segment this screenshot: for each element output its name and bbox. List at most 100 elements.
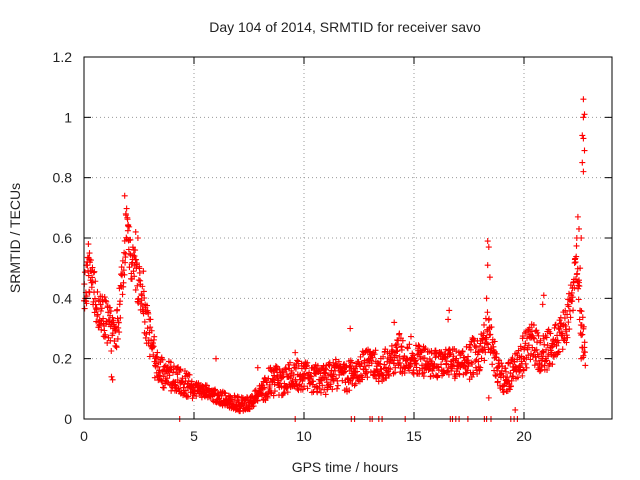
data-point: [316, 385, 323, 392]
data-point: [286, 359, 293, 366]
data-point: [153, 360, 160, 367]
data-point: [363, 370, 370, 377]
data-point: [254, 397, 261, 404]
data-point: [483, 334, 490, 341]
data-point: [113, 344, 120, 351]
data-point: [121, 271, 128, 278]
data-point: [335, 358, 342, 365]
data-point: [576, 225, 582, 232]
data-point: [398, 346, 405, 353]
data-point: [432, 347, 439, 354]
data-point: [555, 348, 562, 355]
data-point: [435, 364, 442, 371]
data-point: [500, 372, 507, 379]
data-point: [445, 364, 452, 371]
data-point: [140, 268, 147, 275]
data-point: [81, 269, 88, 276]
data-point: [579, 331, 586, 338]
data-point: [524, 346, 531, 353]
data-point: [565, 319, 572, 326]
data-point: [475, 358, 482, 365]
data-point: [580, 96, 587, 103]
data-point: [124, 216, 131, 223]
data-point: [145, 310, 152, 317]
data-point: [484, 262, 491, 269]
data-point: [530, 322, 537, 329]
data-point: [108, 347, 115, 354]
data-point: [525, 342, 532, 349]
data-point: [294, 357, 301, 364]
x-tick-label: 0: [80, 428, 88, 444]
data-point: [167, 359, 174, 366]
data-point: [533, 357, 540, 364]
data-point: [174, 376, 181, 383]
data-point: [120, 279, 127, 286]
data-point: [292, 349, 299, 356]
data-point: [508, 377, 515, 384]
data-point: [135, 277, 142, 284]
x-tick-label: 5: [190, 428, 198, 444]
data-point: [566, 307, 573, 314]
data-point: [498, 360, 505, 367]
data-point: [91, 268, 98, 275]
data-point: [89, 274, 96, 281]
data-point: [406, 341, 413, 348]
data-point: [349, 359, 356, 366]
y-tick-label: 0.6: [53, 230, 73, 246]
data-point: [481, 357, 488, 364]
data-point: [394, 347, 401, 354]
data-point: [153, 353, 160, 360]
data-point: [387, 366, 394, 373]
data-point: [568, 289, 575, 296]
data-point: [452, 373, 459, 380]
x-tick-label: 10: [296, 428, 312, 444]
data-point: [290, 372, 297, 379]
data-point: [125, 246, 132, 253]
data-point: [369, 354, 376, 361]
data-point: [86, 250, 93, 257]
data-point: [132, 228, 139, 235]
data-point: [103, 298, 110, 305]
data-point: [385, 371, 392, 378]
data-point: [372, 347, 379, 354]
data-point: [578, 235, 585, 241]
data-point: [176, 367, 183, 374]
data-point: [322, 365, 329, 372]
data-point: [333, 375, 340, 382]
data-point: [564, 311, 571, 318]
data-point: [102, 331, 109, 338]
data-point: [354, 368, 361, 375]
data-point: [332, 356, 339, 363]
data-point: [471, 342, 478, 349]
data-point: [575, 282, 582, 289]
data-point: [555, 339, 562, 346]
data-point: [112, 326, 119, 333]
data-point: [123, 205, 130, 212]
data-point: [304, 359, 311, 366]
data-point: [382, 364, 389, 371]
data-point: [447, 351, 454, 358]
data-point: [391, 360, 398, 367]
data-point: [421, 369, 428, 376]
data-point: [150, 351, 157, 358]
data-point: [203, 382, 210, 389]
data-point: [314, 362, 321, 369]
data-point: [270, 392, 277, 399]
data-point: [522, 360, 529, 367]
data-point: [489, 361, 496, 368]
data-point: [177, 366, 184, 373]
data-point: [244, 394, 251, 401]
data-point: [130, 268, 137, 275]
data-point: [141, 294, 148, 301]
data-point: [213, 355, 219, 362]
data-point: [491, 338, 498, 345]
data-point: [81, 305, 88, 312]
data-point: [125, 222, 131, 229]
data-point: [333, 385, 340, 392]
data-point: [534, 329, 541, 336]
data-point: [543, 334, 550, 341]
data-point: [380, 353, 387, 360]
data-point: [149, 340, 156, 347]
data-point: [185, 393, 192, 400]
